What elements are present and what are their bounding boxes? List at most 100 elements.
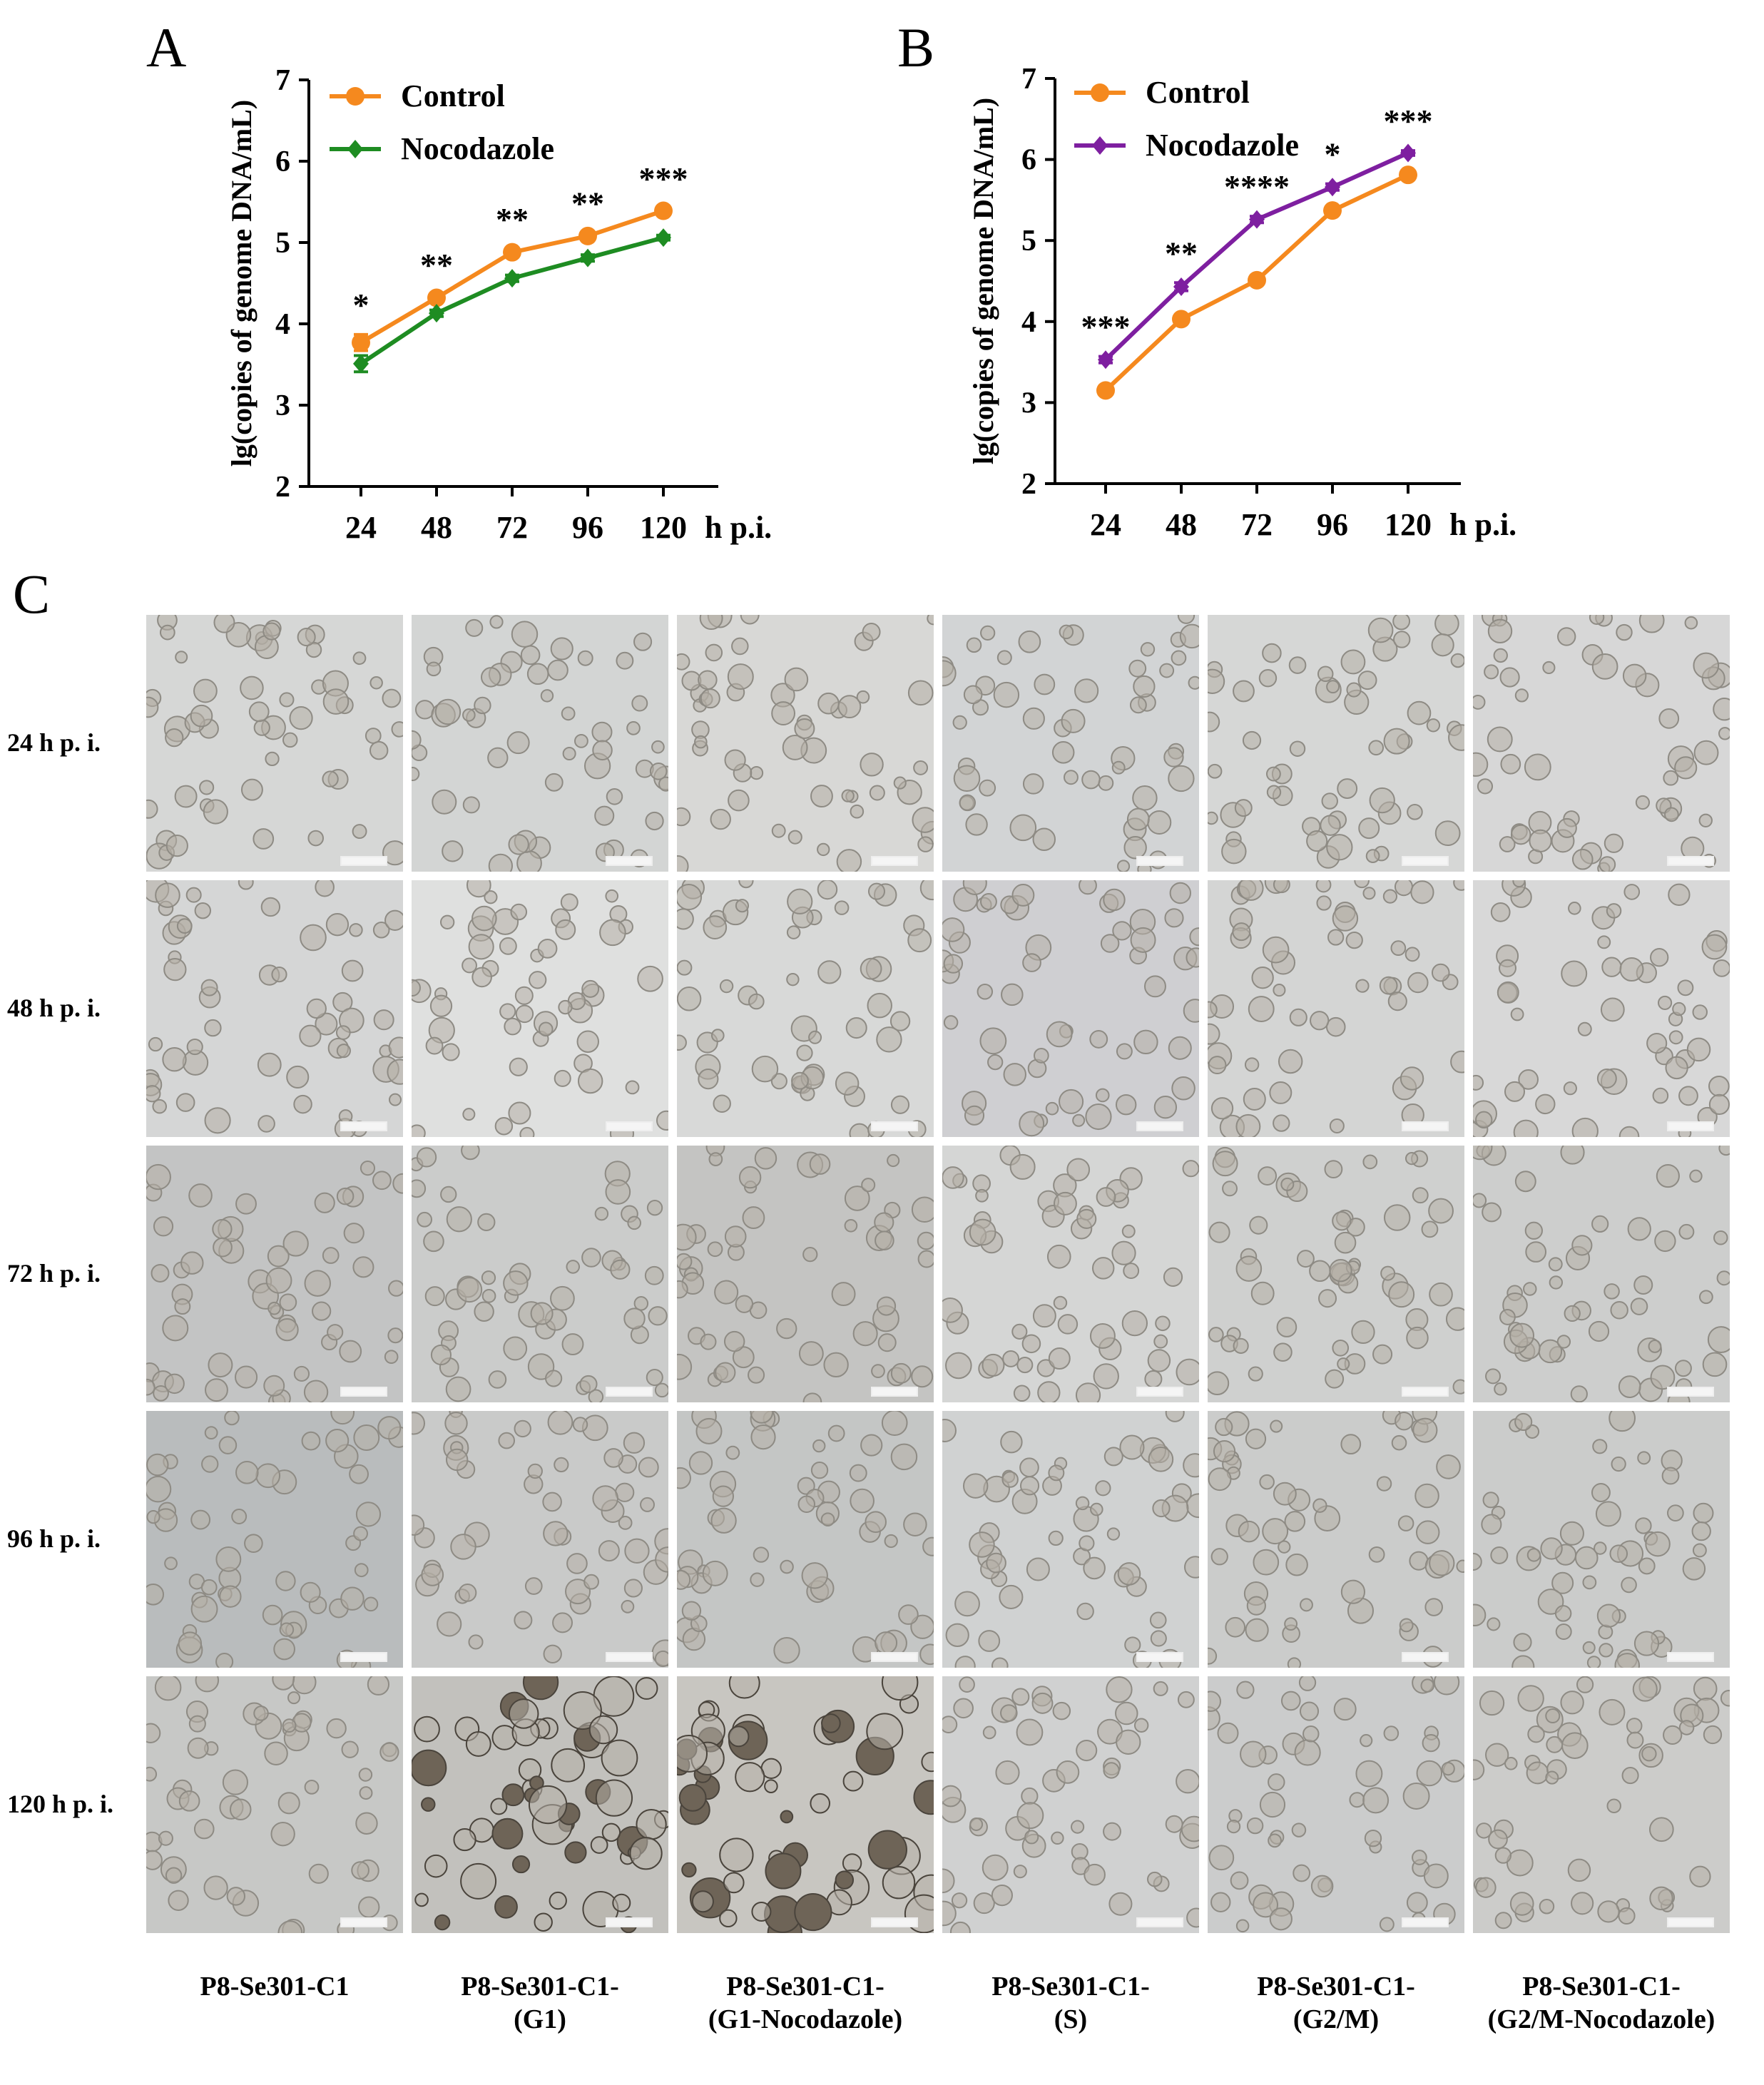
scale-bar [340,1387,387,1397]
micrograph-cell [1208,1411,1464,1668]
significance-label: *** [1081,309,1131,345]
micrograph-cell [942,1411,1199,1668]
cell-texture [1208,1676,1464,1933]
scale-bar [340,1917,387,1927]
scale-bar [871,856,918,866]
column-label: P8-Se301-C1 [146,1970,403,2003]
cell-texture [942,1676,1199,1933]
scale-bar [606,1652,653,1662]
scale-bar [1667,1121,1714,1131]
cell-texture [677,880,934,1137]
cell-texture [677,1146,934,1402]
micrograph-cell [412,880,668,1137]
micrograph-cell [942,615,1199,872]
column-label-line1: P8-Se301-C1 [200,1972,350,2002]
micrograph-cell [1208,1146,1464,1402]
micrograph-cell [677,615,934,872]
chart-a: 2 3 4 5 6 7 24 48 72 96 120 h p.i. lg(copies of geno… [225,64,772,545]
cell-texture [942,880,1199,1137]
scale-bar [340,1652,387,1662]
cell-texture [146,1676,399,1933]
y-tick-label: 2 [275,471,290,504]
column-label-line1: P8-Se301-C1- [461,1972,619,2002]
legend-label: Control [401,78,505,113]
data-point [504,269,520,288]
x-tick-label: 96 [572,510,603,545]
y-tick-label: 6 [275,146,290,178]
micrograph-cell [677,1411,934,1668]
significance-label: *** [1384,103,1433,139]
cell-texture [412,880,668,1137]
scale-bar [1402,1387,1449,1397]
legend-label: Nocodazole [401,131,554,166]
y-axis-label: lg(copies of genome DNA/mL) [967,98,999,464]
row-label: 120 h p. i. [7,1790,114,1818]
x-tick-label: 120 [640,510,687,545]
scale-bar [606,1121,653,1131]
significance-label: *** [639,160,688,197]
scale-bar [1667,1387,1714,1397]
column-label: P8-Se301-C1- (G2/M-Nocodazole) [1473,1970,1730,2036]
cell-texture [1208,880,1464,1137]
micrograph-cell [942,880,1199,1137]
column-label: P8-Se301-C1- (G2/M) [1208,1970,1464,2036]
x-tick-label: 96 [1317,507,1348,542]
legend-marker [347,140,363,158]
cell-texture [146,880,403,1137]
row-label: 48 h p. i. [7,994,101,1022]
column-label-line1: P8-Se301-C1- [1522,1972,1681,2002]
panel-letter-a: A [146,16,187,78]
x-tick-label: 48 [421,510,452,545]
x-tick-label: 24 [1090,507,1121,542]
scale-bar [606,856,653,866]
scale-bar [1136,1387,1183,1397]
cell-texture [412,1676,668,1933]
cell-texture [1473,615,1730,872]
scale-bar [1136,1652,1183,1662]
data-point [1325,178,1340,197]
cell-texture [1473,1146,1730,1402]
y-tick-label: 2 [1021,468,1036,501]
y-tick-label: 6 [1021,144,1036,177]
cell-texture [1208,1411,1464,1668]
data-point [427,288,446,307]
data-point [1098,350,1113,369]
data-point [1248,270,1266,290]
data-point [1096,381,1115,400]
x-tick-label: 24 [345,510,377,545]
cell-texture [1473,880,1730,1137]
cell-texture [412,1146,668,1402]
column-label-line1: P8-Se301-C1- [1257,1972,1415,2002]
data-point [1249,210,1265,229]
significance-label: * [1325,136,1341,173]
data-point [578,226,597,245]
micrograph-cell [677,1146,934,1402]
cell-texture [146,1411,403,1668]
column-label-line2: (G1) [514,2004,566,2034]
micrograph-cell [146,1411,403,1668]
scale-bar [871,1917,918,1927]
x-tick-label: 48 [1166,507,1197,542]
y-tick-label: 7 [1021,63,1036,96]
significance-label: ** [420,247,453,283]
y-tick-label: 3 [1021,387,1036,419]
data-point [503,243,521,262]
micrograph-cell [1208,880,1464,1137]
y-tick-label: 4 [275,308,290,341]
column-label-line1: P8-Se301-C1- [991,1972,1150,2002]
cell-texture [1473,1676,1730,1929]
cell-texture [412,615,668,872]
y-tick-label: 5 [275,227,290,260]
significance-label: * [353,287,369,323]
x-axis-label: h p.i. [1449,507,1516,542]
data-point [352,333,370,352]
panel-letter-c: C [13,563,51,625]
data-point [580,248,596,267]
scale-bar [871,1121,918,1131]
legend-label: Control [1146,75,1250,110]
micrograph-cell [1473,880,1730,1137]
data-point [1400,143,1416,163]
x-tick-label: 72 [1241,507,1273,542]
x-axis-label: h p.i. [705,510,772,545]
cell-texture [412,1411,668,1668]
